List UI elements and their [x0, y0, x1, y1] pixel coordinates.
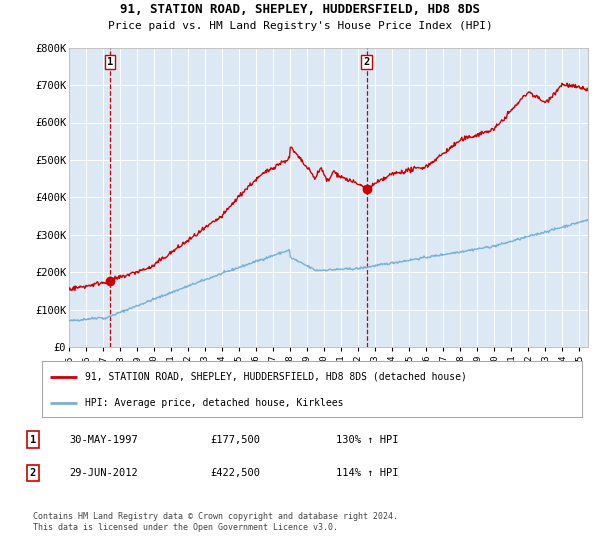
Text: 29-JUN-2012: 29-JUN-2012: [69, 468, 138, 478]
Text: 2: 2: [30, 468, 36, 478]
Text: £422,500: £422,500: [210, 468, 260, 478]
Text: 1: 1: [107, 57, 113, 67]
Text: 130% ↑ HPI: 130% ↑ HPI: [336, 435, 398, 445]
Text: Contains HM Land Registry data © Crown copyright and database right 2024.
This d: Contains HM Land Registry data © Crown c…: [33, 512, 398, 532]
Text: 2: 2: [364, 57, 370, 67]
Text: 91, STATION ROAD, SHEPLEY, HUDDERSFIELD, HD8 8DS (detached house): 91, STATION ROAD, SHEPLEY, HUDDERSFIELD,…: [85, 372, 467, 382]
Text: HPI: Average price, detached house, Kirklees: HPI: Average price, detached house, Kirk…: [85, 398, 344, 408]
Text: Price paid vs. HM Land Registry's House Price Index (HPI): Price paid vs. HM Land Registry's House …: [107, 21, 493, 31]
Text: 1: 1: [30, 435, 36, 445]
Text: 30-MAY-1997: 30-MAY-1997: [69, 435, 138, 445]
Text: 114% ↑ HPI: 114% ↑ HPI: [336, 468, 398, 478]
Text: 91, STATION ROAD, SHEPLEY, HUDDERSFIELD, HD8 8DS: 91, STATION ROAD, SHEPLEY, HUDDERSFIELD,…: [120, 3, 480, 16]
Text: £177,500: £177,500: [210, 435, 260, 445]
